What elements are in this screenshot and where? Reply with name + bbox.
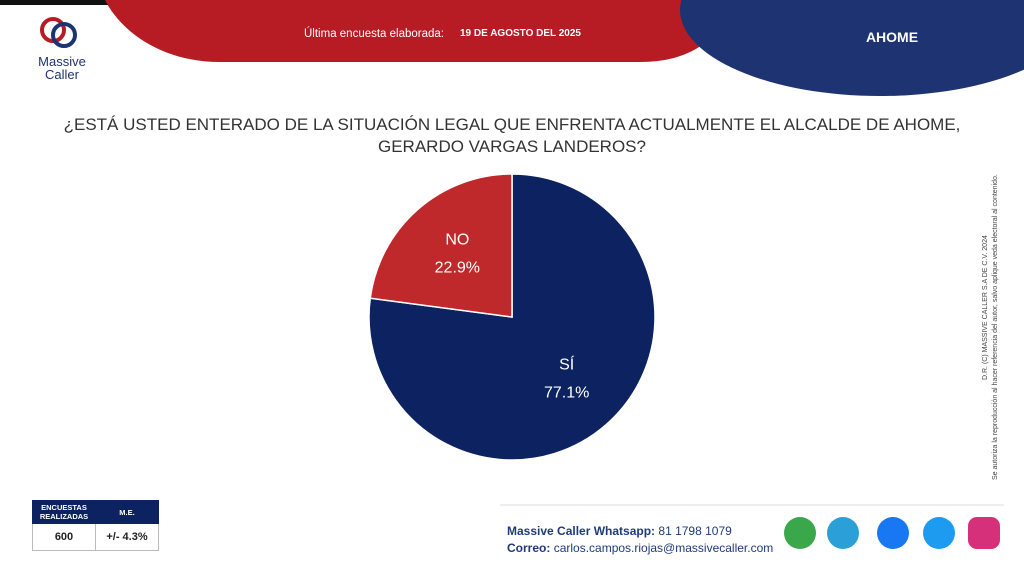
contact-value: 81 1798 1079	[658, 524, 732, 538]
contact-value: carlos.campos.riojas@massivecaller.com	[553, 541, 774, 555]
instagram-icon[interactable]	[968, 517, 1000, 549]
slice-category: SÍ	[559, 354, 575, 373]
chart-title: ¿ESTÁ USTED ENTERADO DE LA SITUACIÓN LEG…	[63, 115, 961, 156]
header-region: AHOME	[866, 29, 918, 45]
legal-text: Se autoriza la reproducción al hacer ref…	[992, 174, 999, 480]
facebook-icon[interactable]	[877, 517, 909, 549]
logo-text: Caller	[45, 67, 80, 82]
social-icons	[784, 517, 1000, 549]
contact-line: Correo: carlos.campos.riojas@massivecall…	[507, 540, 773, 557]
legal-text: D.R. (C) MASSIVE CALLER S.A DE C.V. 2024	[982, 235, 989, 380]
pie-slice	[369, 173, 513, 318]
whatsapp-icon[interactable]	[784, 517, 816, 549]
logo-ring	[51, 22, 77, 48]
contact-line: Massive Caller Whatsapp: 81 1798 1079	[507, 523, 773, 540]
contact-label: Correo:	[507, 541, 551, 555]
table-header: M.E.	[95, 500, 159, 524]
slice-value: 77.1%	[544, 384, 589, 401]
logo-text: Massive	[38, 54, 86, 69]
summary-table: ENCUESTAS REALIZADAS M.E. 600 +/- 4.3%	[32, 500, 159, 551]
table-cell: +/- 4.3%	[95, 523, 159, 551]
header-label: Última encuesta elaborada:	[304, 27, 444, 40]
twitter-icon[interactable]	[923, 517, 955, 549]
contact: Massive Caller Whatsapp: 81 1798 1079 Co…	[507, 523, 773, 557]
table-cell: 600	[32, 523, 96, 551]
pie-slice	[368, 173, 656, 461]
telegram-icon[interactable]	[827, 517, 859, 549]
slice-category: NO	[445, 232, 469, 249]
contact-label: Massive Caller Whatsapp:	[507, 524, 656, 538]
pie: SÍ 77.1% NO 22.9%	[368, 173, 656, 461]
slice-value: 22.9%	[435, 260, 480, 277]
table-header: ENCUESTAS REALIZADAS	[32, 500, 96, 524]
header-region-shape	[680, 0, 1024, 96]
header-band	[105, 0, 735, 62]
header-date: 19 DE AGOSTO DEL 2025	[460, 28, 581, 39]
